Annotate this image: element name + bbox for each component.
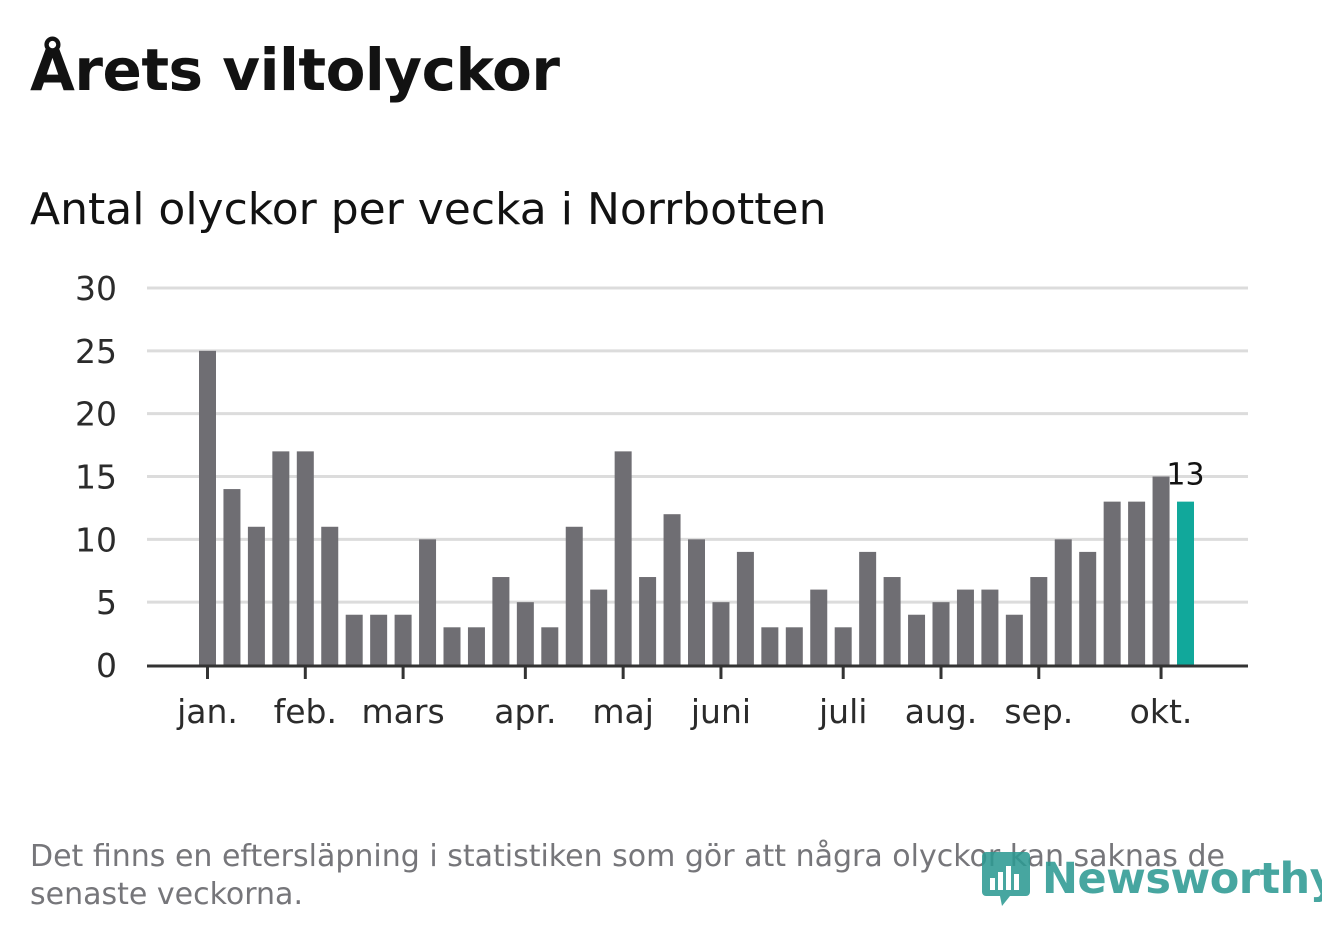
bar xyxy=(956,589,974,665)
bar xyxy=(1103,501,1121,665)
x-tick-label: maj xyxy=(592,692,654,731)
x-tick-label: apr. xyxy=(494,692,556,731)
bar xyxy=(712,602,730,665)
x-tick-label: okt. xyxy=(1130,692,1193,731)
bar xyxy=(639,577,657,665)
bar-highlight xyxy=(1177,501,1194,665)
data-labels: 13 xyxy=(1166,458,1204,493)
y-tick-label: 20 xyxy=(75,395,117,434)
bar xyxy=(883,577,901,665)
bar xyxy=(932,602,950,665)
newsworthy-bar-chart-icon xyxy=(982,852,1030,906)
bar xyxy=(1005,614,1023,665)
y-tick-label: 15 xyxy=(75,458,117,497)
y-tick-label: 25 xyxy=(75,332,117,371)
bar xyxy=(443,627,461,665)
x-tick-label: jan. xyxy=(176,692,238,731)
bar xyxy=(981,589,999,665)
bar xyxy=(761,627,779,665)
y-tick-label: 5 xyxy=(96,583,117,622)
x-tick-label: feb. xyxy=(274,692,337,731)
bar xyxy=(467,627,485,665)
bar xyxy=(663,514,681,665)
bar xyxy=(1128,501,1146,665)
bar xyxy=(247,526,265,665)
bar xyxy=(688,539,705,665)
bar xyxy=(1079,551,1097,665)
bar xyxy=(492,577,510,665)
x-tick-label: mars xyxy=(362,692,445,731)
bar xyxy=(272,451,290,665)
x-tick-label: sep. xyxy=(1004,692,1073,731)
bar xyxy=(516,602,534,665)
x-tick-label: juli xyxy=(818,692,867,731)
bars xyxy=(199,350,1194,665)
bar xyxy=(908,614,926,665)
bar xyxy=(223,489,241,665)
bar xyxy=(614,451,632,665)
bar-chart: 0 5 10 15 20 25 30 jan. feb. mars apr. maj juni juli… xyxy=(75,269,1248,731)
bar xyxy=(199,350,216,665)
bar xyxy=(345,614,363,665)
bar xyxy=(1152,476,1170,665)
newsworthy-logo: Newsworthy xyxy=(980,848,1322,910)
bar xyxy=(1054,539,1072,665)
bar xyxy=(541,627,559,665)
y-tick-label: 0 xyxy=(96,646,117,685)
bar xyxy=(394,614,412,665)
bar xyxy=(785,627,803,665)
bar xyxy=(296,451,314,665)
bar xyxy=(1030,577,1048,665)
bar xyxy=(419,539,437,665)
bar xyxy=(590,589,608,665)
y-tick-label: 30 xyxy=(75,269,117,308)
bar xyxy=(736,551,754,665)
y-tick-label: 10 xyxy=(75,520,117,559)
y-axis-ticks: 0 5 10 15 20 25 30 xyxy=(75,269,117,685)
bar xyxy=(370,614,388,665)
bar xyxy=(810,589,828,665)
bar xyxy=(565,526,583,665)
logo-wordmark: Newsworthy xyxy=(1042,854,1322,904)
bar xyxy=(321,526,339,665)
chart-title: Årets viltolyckor xyxy=(30,36,560,104)
x-tick-label: aug. xyxy=(905,692,978,731)
bar xyxy=(859,551,877,665)
x-tick-label: juni xyxy=(690,692,751,731)
bar xyxy=(834,627,852,665)
highlight-value-label: 13 xyxy=(1166,458,1204,493)
x-axis-month-ticks: jan. feb. mars apr. maj juni juli aug. sep. okt. xyxy=(176,665,1192,731)
chart-subtitle: Antal olyckor per vecka i Norrbotten xyxy=(30,184,827,235)
